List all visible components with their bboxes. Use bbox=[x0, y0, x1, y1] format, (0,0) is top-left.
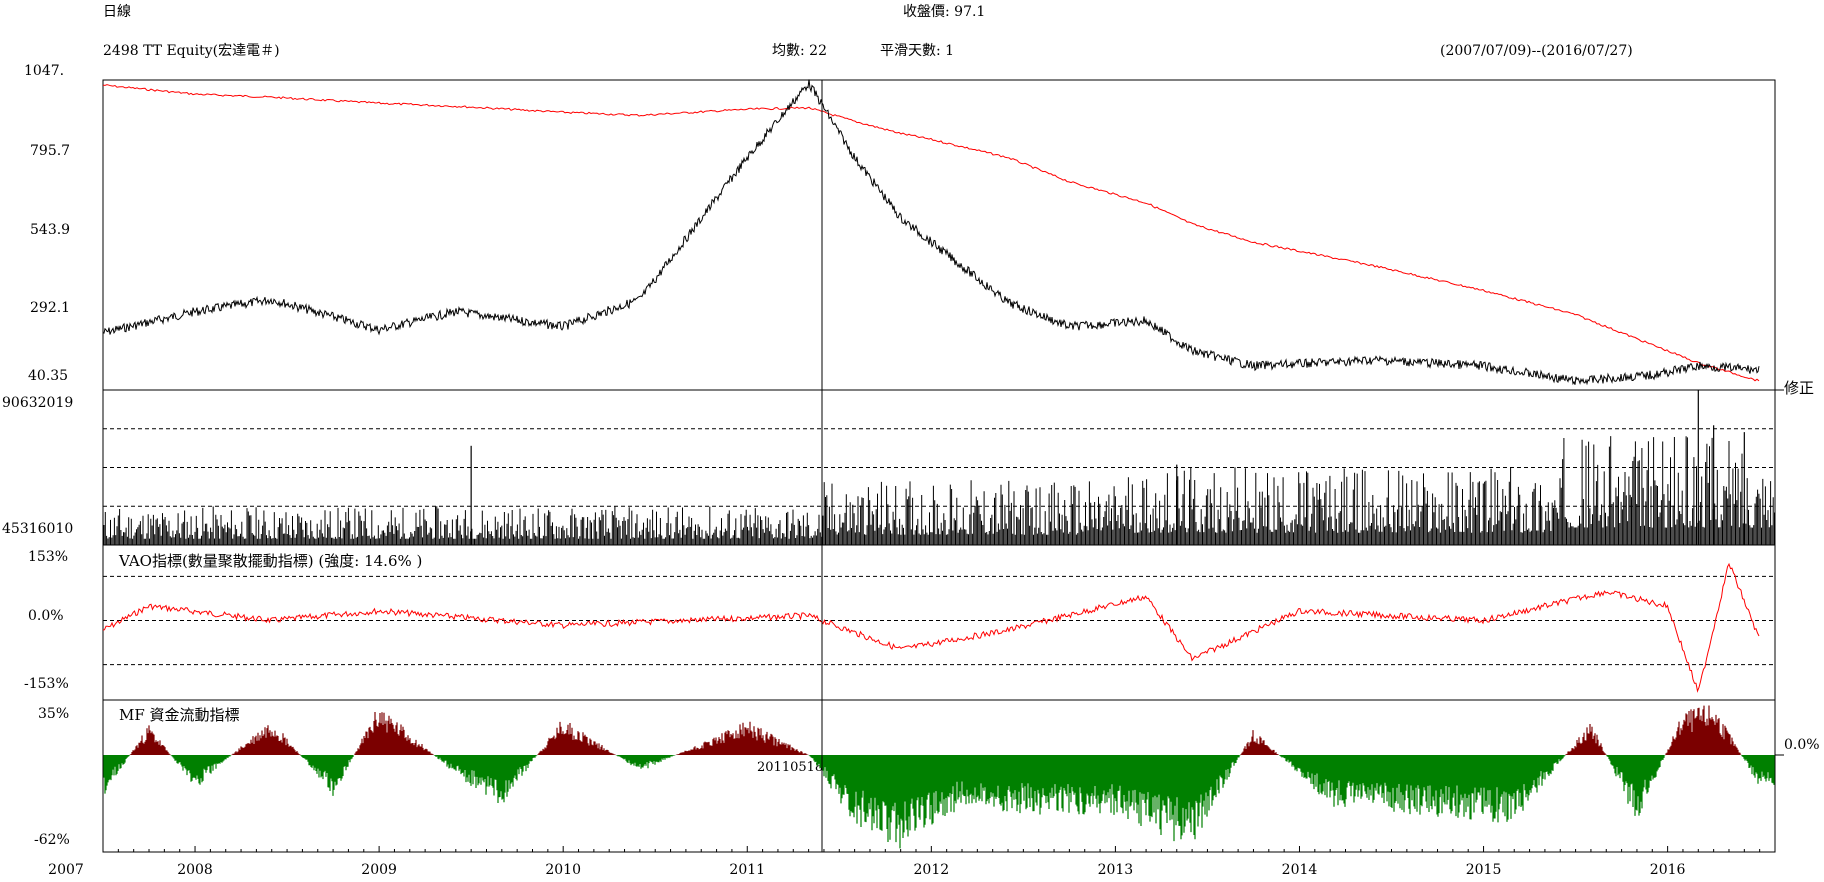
mf-tick-label: -62% bbox=[34, 832, 70, 848]
smoothing-label: 平滑天數: 1 bbox=[880, 43, 955, 59]
x-axis-year-label: 2015 bbox=[1466, 862, 1502, 878]
volume-tick-label: 45316010 bbox=[2, 521, 74, 537]
vao-line bbox=[102, 562, 1760, 693]
x-axis-year-label: 2011 bbox=[729, 862, 765, 878]
price-line bbox=[102, 79, 1760, 386]
mf-positive-area bbox=[129, 705, 1742, 755]
vao-tick-label: 0.0% bbox=[28, 608, 64, 624]
date-range-label: (2007/07/09)--(2016/07/27) bbox=[1440, 43, 1633, 59]
x-axis-year-label: 2008 bbox=[177, 862, 213, 878]
vao-tick-label: -153% bbox=[24, 676, 69, 692]
ticker-label: 2498 TT Equity(宏達電＃) bbox=[103, 43, 280, 59]
x-axis-year-label: 2016 bbox=[1650, 862, 1686, 878]
average-label: 均數: 22 bbox=[772, 43, 827, 59]
price-tick-label: 40.35 bbox=[28, 368, 69, 384]
cursor-date-label: 20110518 bbox=[757, 760, 824, 775]
mf-right-label: 0.0% bbox=[1784, 737, 1820, 753]
x-axis-year-label: 2010 bbox=[545, 862, 581, 878]
x-axis-year-label: 2007 bbox=[48, 862, 84, 878]
vao-panel-title: VAO指標(數量聚散擺動指標) (強度: 14.6% ) bbox=[119, 552, 423, 570]
price-tick-label: 795.7 bbox=[30, 143, 71, 159]
x-axis-year-label: 2014 bbox=[1282, 862, 1318, 878]
price-tick-label: 543.9 bbox=[30, 222, 71, 238]
mf-panel-title: MF 資金流動指標 bbox=[119, 706, 240, 724]
x-axis-year-label: 2012 bbox=[914, 862, 950, 878]
period-label: 日線 bbox=[103, 4, 131, 20]
x-axis-year-label: 2013 bbox=[1098, 862, 1134, 878]
volume-tick-label: 90632019 bbox=[2, 395, 74, 411]
plot-frame bbox=[102, 79, 1776, 853]
x-axis-year-label: 2009 bbox=[361, 862, 397, 878]
volume-bars bbox=[103, 436, 1775, 545]
mf-tick-label: 35% bbox=[38, 706, 70, 722]
vao-tick-label: 153% bbox=[28, 549, 69, 565]
mf-negative-area bbox=[103, 755, 1775, 849]
adjusted-price-line bbox=[102, 84, 1760, 382]
close-price-label: 收盤價: 97.1 bbox=[903, 4, 986, 20]
price-right-label: 修正 bbox=[1784, 379, 1815, 397]
price-tick-label: 1047. bbox=[24, 63, 65, 79]
price-tick-label: 292.1 bbox=[30, 300, 71, 316]
